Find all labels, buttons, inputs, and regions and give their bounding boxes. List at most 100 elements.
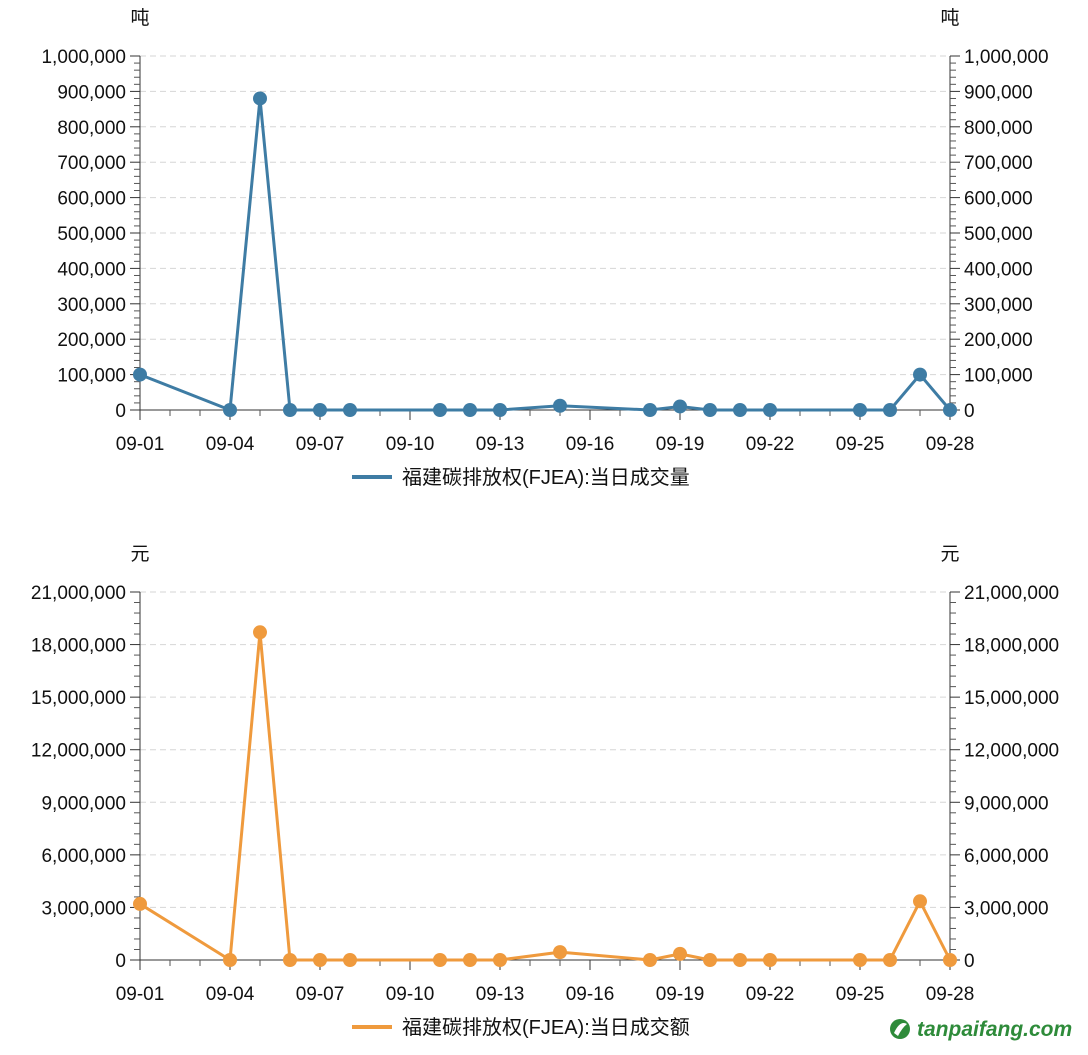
unit-label-right: 吨 xyxy=(940,7,959,29)
y-tick-label-right: 15,000,000 xyxy=(964,688,1059,709)
y-tick-label-right: 18,000,000 xyxy=(964,636,1059,657)
y-tick-label-left: 500,000 xyxy=(57,224,126,245)
data-point xyxy=(313,403,327,417)
x-tick-label: 09-16 xyxy=(566,984,615,1005)
unit-label-left: 吨 xyxy=(130,7,149,29)
y-tick-label-left: 800,000 xyxy=(57,118,126,139)
x-tick-label: 09-01 xyxy=(116,984,165,1005)
y-tick-label-left: 700,000 xyxy=(57,153,126,174)
y-tick-label-right: 1,000,000 xyxy=(964,47,1049,68)
data-point xyxy=(223,953,237,967)
data-point xyxy=(853,953,867,967)
y-tick-label-left: 0 xyxy=(115,951,126,972)
x-tick-label: 09-07 xyxy=(296,984,345,1005)
data-point xyxy=(913,367,927,382)
data-point xyxy=(133,896,147,911)
watermark-text: tanpaifang.com xyxy=(917,1018,1072,1041)
y-tick-label-left: 6,000,000 xyxy=(41,846,126,867)
x-tick-label: 09-13 xyxy=(476,984,525,1005)
x-tick-label: 09-13 xyxy=(476,434,525,455)
volume-chart: 0 0 100,000 100,000 200,000 200,000 300,000 300… xyxy=(41,7,1048,489)
data-point xyxy=(883,403,897,417)
data-point xyxy=(253,625,267,640)
data-point xyxy=(703,403,717,417)
data-point xyxy=(553,945,567,960)
y-tick-label-right: 400,000 xyxy=(964,259,1033,280)
data-point xyxy=(643,403,657,417)
unit-label-right: 元 xyxy=(940,544,959,565)
x-tick-label: 09-01 xyxy=(116,434,165,455)
legend-label: 福建碳排放权(FJEA):当日成交量 xyxy=(402,466,690,489)
y-tick-label-right: 600,000 xyxy=(964,189,1033,210)
y-tick-label-left: 600,000 xyxy=(57,189,126,210)
data-point xyxy=(553,398,567,413)
y-tick-label-left: 200,000 xyxy=(57,330,126,351)
unit-label-left: 元 xyxy=(130,544,149,565)
y-tick-label-left: 18,000,000 xyxy=(31,636,126,657)
x-tick-label: 09-19 xyxy=(656,434,705,455)
y-tick-label-right: 9,000,000 xyxy=(964,793,1049,814)
x-tick-label: 09-22 xyxy=(746,434,795,455)
y-tick-label-right: 3,000,000 xyxy=(964,898,1049,919)
y-tick-label-right: 900,000 xyxy=(964,82,1033,103)
data-point xyxy=(943,403,957,417)
data-point xyxy=(853,403,867,417)
series-line xyxy=(139,96,952,412)
y-tick-label-left: 100,000 xyxy=(57,366,126,387)
x-tick-label: 09-16 xyxy=(566,434,615,455)
data-point xyxy=(733,953,747,967)
data-point xyxy=(943,953,957,967)
data-point xyxy=(133,367,147,382)
data-point xyxy=(643,953,657,967)
y-tick-label-left: 1,000,000 xyxy=(41,47,126,68)
legend-label: 福建碳排放权(FJEA):当日成交额 xyxy=(402,1016,690,1039)
data-point xyxy=(253,91,267,106)
y-tick-label-left: 3,000,000 xyxy=(41,898,126,919)
y-tick-label-right: 12,000,000 xyxy=(964,741,1059,762)
data-point xyxy=(223,403,237,417)
data-point xyxy=(673,946,687,961)
y-tick-label-right: 0 xyxy=(964,401,975,422)
data-point xyxy=(433,953,447,967)
y-tick-label-right: 6,000,000 xyxy=(964,846,1049,867)
x-tick-label: 09-07 xyxy=(296,434,345,455)
y-tick-label-left: 15,000,000 xyxy=(31,688,126,709)
data-point xyxy=(763,403,777,417)
data-point xyxy=(913,894,927,909)
series-line xyxy=(139,630,952,962)
data-point xyxy=(463,953,477,967)
y-tick-label-right: 500,000 xyxy=(964,224,1033,245)
x-tick-label: 09-28 xyxy=(926,434,975,455)
data-point xyxy=(733,403,747,417)
x-tick-label: 09-19 xyxy=(656,984,705,1005)
y-tick-label-left: 9,000,000 xyxy=(41,793,126,814)
turnover-chart: 0 0 3,000,000 3,000,000 6,000,000 6,000,000 9,… xyxy=(31,544,1059,1039)
watermark: tanpaifang.com xyxy=(890,1018,1072,1041)
data-point xyxy=(283,403,297,417)
x-tick-label: 09-25 xyxy=(836,434,885,455)
y-tick-label-right: 300,000 xyxy=(964,295,1033,316)
data-point xyxy=(493,403,507,417)
y-tick-label-left: 900,000 xyxy=(57,82,126,103)
data-point xyxy=(343,953,357,967)
data-point xyxy=(703,953,717,967)
data-point xyxy=(313,953,327,967)
y-tick-label-left: 12,000,000 xyxy=(31,741,126,762)
x-tick-label: 09-25 xyxy=(836,984,885,1005)
data-point xyxy=(283,953,297,967)
y-tick-label-right: 200,000 xyxy=(964,330,1033,351)
data-point xyxy=(493,953,507,967)
y-tick-label-left: 0 xyxy=(115,401,126,422)
data-point xyxy=(673,399,687,414)
y-tick-label-right: 700,000 xyxy=(964,153,1033,174)
x-tick-label: 09-22 xyxy=(746,984,795,1005)
y-tick-label-right: 21,000,000 xyxy=(964,583,1059,604)
y-tick-label-right: 800,000 xyxy=(964,118,1033,139)
x-tick-label: 09-28 xyxy=(926,984,975,1005)
data-point xyxy=(463,403,477,417)
data-point xyxy=(763,953,777,967)
data-point xyxy=(343,403,357,417)
y-tick-label-right: 100,000 xyxy=(964,366,1033,387)
data-point xyxy=(883,953,897,967)
y-tick-label-left: 300,000 xyxy=(57,295,126,316)
